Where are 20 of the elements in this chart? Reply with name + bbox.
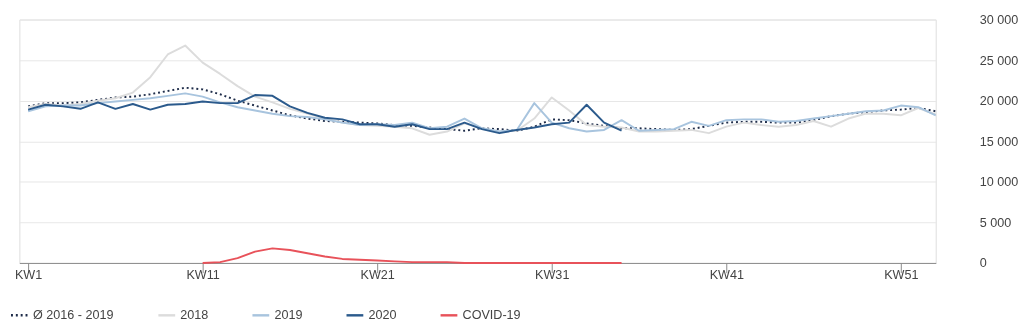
legend-label: 2018	[180, 308, 209, 323]
y-tick-label: 25 000	[979, 53, 1019, 68]
legend-label: 2019	[274, 308, 303, 323]
x-tick-label: KW21	[360, 267, 395, 282]
x-tick-label: KW41	[709, 267, 744, 282]
x-tick-label: KW1	[14, 267, 43, 282]
line-series	[27, 94, 623, 135]
x-tick-label: KW31	[535, 267, 570, 282]
y-tick-label: 5 000	[979, 215, 1012, 230]
y-tick-label: 20 000	[979, 94, 1019, 109]
y-tick-label: 15 000	[979, 134, 1019, 149]
y-tick-label: 10 000	[979, 175, 1019, 190]
legend-label: 2020	[368, 308, 397, 323]
legend-label: COVID-19	[462, 308, 521, 323]
line-series	[201, 247, 623, 264]
y-tick-label: 0	[979, 256, 987, 271]
legend-label: Ø 2016 - 2019	[32, 308, 114, 323]
y-tick-label: 30 000	[979, 12, 1019, 27]
x-tick-label: KW11	[186, 267, 220, 282]
x-tick-label: KW51	[884, 267, 919, 282]
